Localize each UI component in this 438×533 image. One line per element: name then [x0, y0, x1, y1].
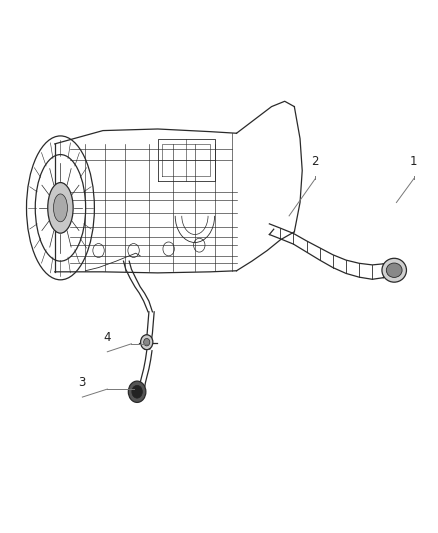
- Circle shape: [128, 381, 146, 402]
- Text: 3: 3: [79, 376, 86, 389]
- Circle shape: [144, 338, 150, 346]
- Text: 1: 1: [410, 155, 418, 168]
- Circle shape: [141, 335, 153, 350]
- Ellipse shape: [48, 182, 73, 233]
- Text: 2: 2: [311, 155, 319, 168]
- Ellipse shape: [386, 263, 402, 277]
- Circle shape: [132, 385, 142, 398]
- Ellipse shape: [53, 194, 67, 222]
- Ellipse shape: [382, 259, 406, 282]
- Text: 4: 4: [103, 331, 111, 344]
